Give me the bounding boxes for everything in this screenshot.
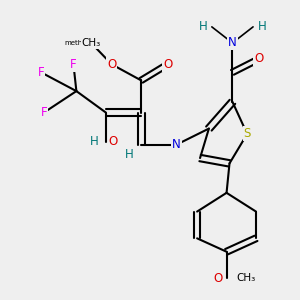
Text: O: O bbox=[163, 58, 172, 71]
Text: F: F bbox=[38, 66, 44, 79]
Text: N: N bbox=[228, 36, 237, 50]
Text: H: H bbox=[90, 136, 98, 148]
Text: O: O bbox=[107, 58, 116, 71]
Text: N: N bbox=[172, 138, 181, 151]
Text: S: S bbox=[244, 128, 251, 140]
Text: CH₃: CH₃ bbox=[82, 38, 101, 48]
Text: CH₃: CH₃ bbox=[236, 274, 255, 284]
Text: O: O bbox=[109, 136, 118, 148]
Text: H: H bbox=[199, 20, 207, 33]
Text: O: O bbox=[213, 272, 222, 285]
Text: methyl: methyl bbox=[64, 40, 88, 46]
Text: F: F bbox=[70, 58, 77, 71]
Text: H: H bbox=[125, 148, 134, 160]
Text: F: F bbox=[41, 106, 47, 119]
Text: O: O bbox=[254, 52, 264, 65]
Text: H: H bbox=[257, 20, 266, 33]
